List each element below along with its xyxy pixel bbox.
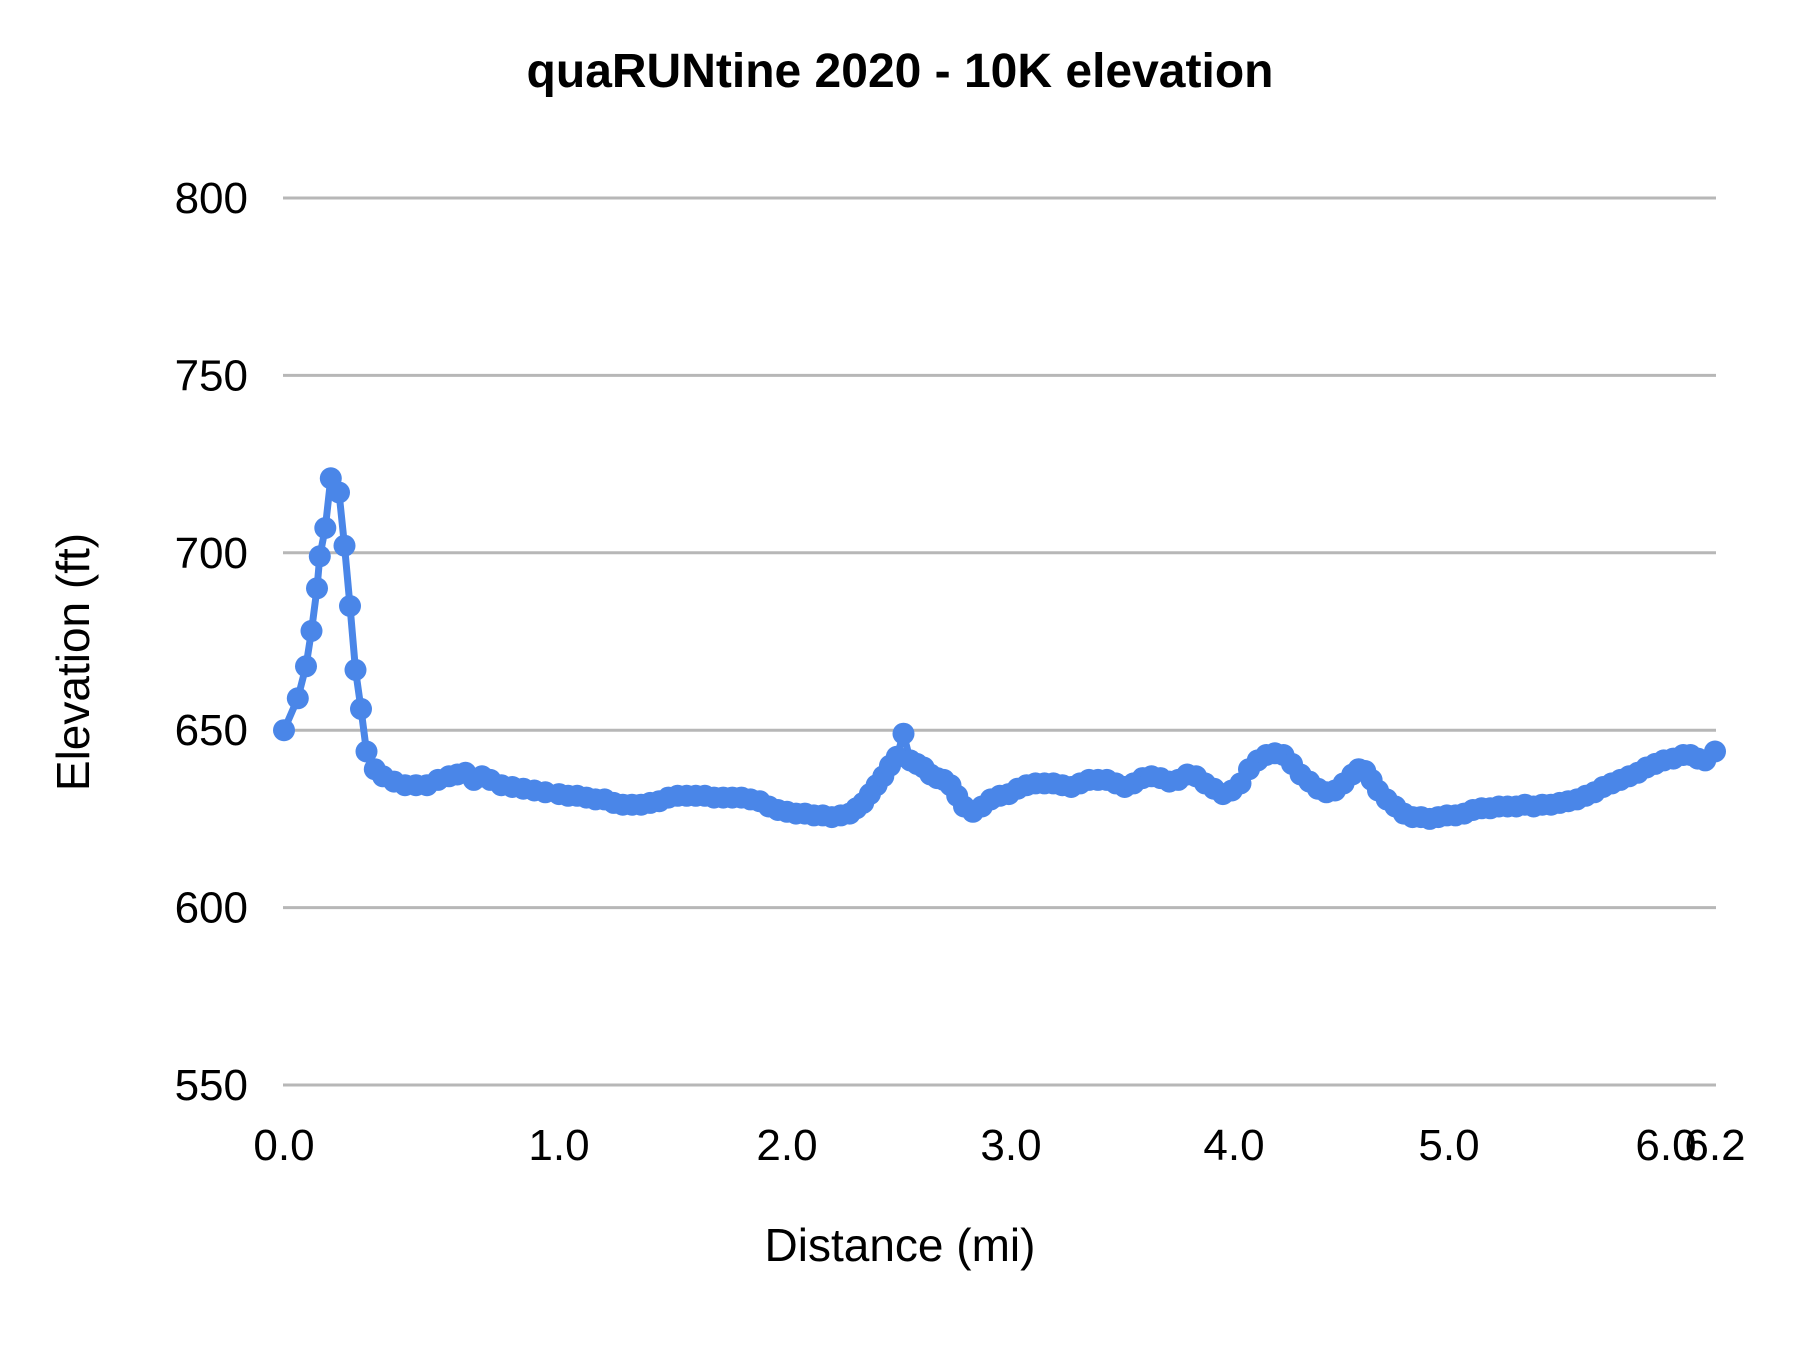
y-tick-label-550: 550 (175, 1061, 248, 1110)
elevation-marker (344, 658, 367, 681)
y-tick-label-700: 700 (175, 529, 248, 578)
y-tick-label-600: 600 (175, 884, 248, 933)
elevation-marker (273, 719, 295, 742)
x-tick-label-2.0: 2.0 (756, 1121, 817, 1170)
x-tick-label-6.0: 6.0 (1635, 1121, 1696, 1170)
elevation-marker (306, 577, 328, 600)
x-tick-label-3.0: 3.0 (980, 1121, 1041, 1170)
elevation-marker (308, 545, 331, 568)
elevation-marker (350, 697, 372, 720)
x-tick-label-1.0: 1.0 (528, 1121, 589, 1170)
x-tick-label-6.2: 6.2 (1684, 1121, 1745, 1170)
elevation-marker (339, 595, 361, 617)
elevation-marker (328, 481, 350, 504)
elevation-marker (314, 517, 337, 539)
elevation-marker (892, 722, 915, 745)
elevation-marker (295, 655, 317, 678)
x-tick-label-4.0: 4.0 (1203, 1121, 1264, 1170)
y-tick-label-650: 650 (175, 706, 248, 755)
y-tick-label-800: 800 (175, 174, 248, 223)
elevation-marker (333, 534, 356, 557)
elevation-markers (273, 467, 1726, 830)
elevation-marker (355, 740, 378, 763)
x-tick-label-0.0: 0.0 (253, 1121, 314, 1170)
x-axis-title: Distance (mi) (764, 1219, 1036, 1271)
elevation-line (280, 474, 1719, 823)
x-tick-label-5.0: 5.0 (1418, 1121, 1479, 1170)
elevation-marker (286, 687, 309, 710)
y-tick-label-750: 750 (175, 351, 248, 400)
elevation-marker (1704, 740, 1726, 763)
chart-title: quaRUNtine 2020 - 10K elevation (526, 45, 1274, 98)
elevation-marker (300, 619, 323, 642)
